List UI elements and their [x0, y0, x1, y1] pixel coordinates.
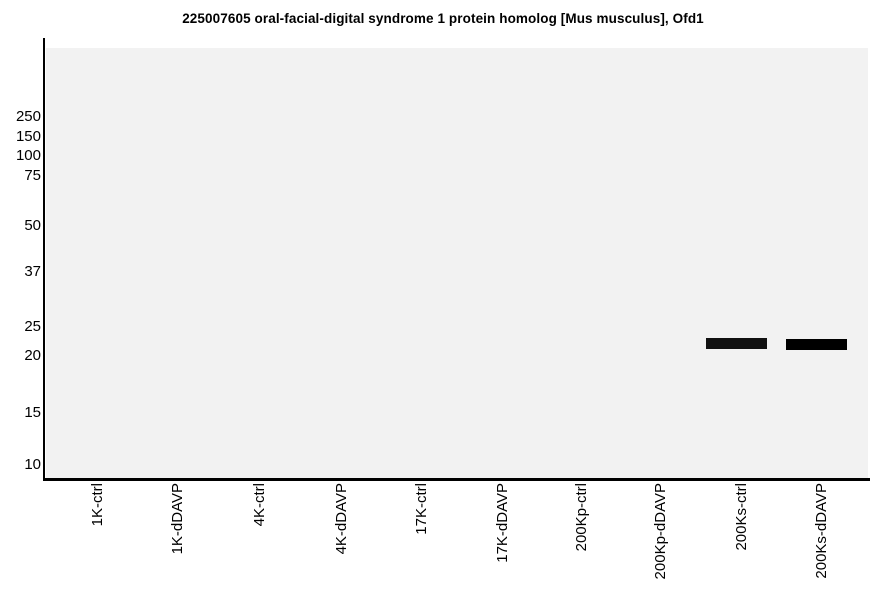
y-tick-label: 250 [15, 108, 41, 125]
y-tick-label: 25 [24, 318, 41, 335]
x-tick-label: 17K-dDAVP [494, 483, 511, 563]
y-tick-label: 37 [24, 263, 41, 280]
y-tick-label: 15 [24, 404, 41, 421]
y-axis-spine [43, 38, 45, 481]
x-tick-label: 17K-ctrl [413, 483, 430, 535]
protein-band [786, 339, 847, 350]
x-tick-label: 200Ks-dDAVP [813, 483, 830, 579]
x-tick-label: 1K-ctrl [89, 483, 106, 527]
x-tick-label: 4K-ctrl [251, 483, 268, 527]
y-tick-label: 10 [24, 456, 41, 473]
x-axis-spine [43, 478, 870, 481]
x-tick-label: 4K-dDAVP [333, 483, 350, 555]
x-tick-label: 200Kp-dDAVP [652, 483, 669, 580]
chart-title: 225007605 oral-facial-digital syndrome 1… [182, 11, 704, 26]
x-tick-label: 200Kp-ctrl [573, 483, 590, 552]
y-tick-label: 20 [24, 347, 41, 364]
x-tick-label: 200Ks-ctrl [733, 483, 750, 551]
y-tick-label: 75 [24, 167, 41, 184]
protein-band [706, 338, 767, 349]
y-tick-label: 100 [15, 147, 41, 164]
x-tick-label: 1K-dDAVP [169, 483, 186, 555]
y-tick-label: 150 [15, 128, 41, 145]
y-tick-label: 50 [24, 217, 41, 234]
gel-background [46, 48, 868, 478]
